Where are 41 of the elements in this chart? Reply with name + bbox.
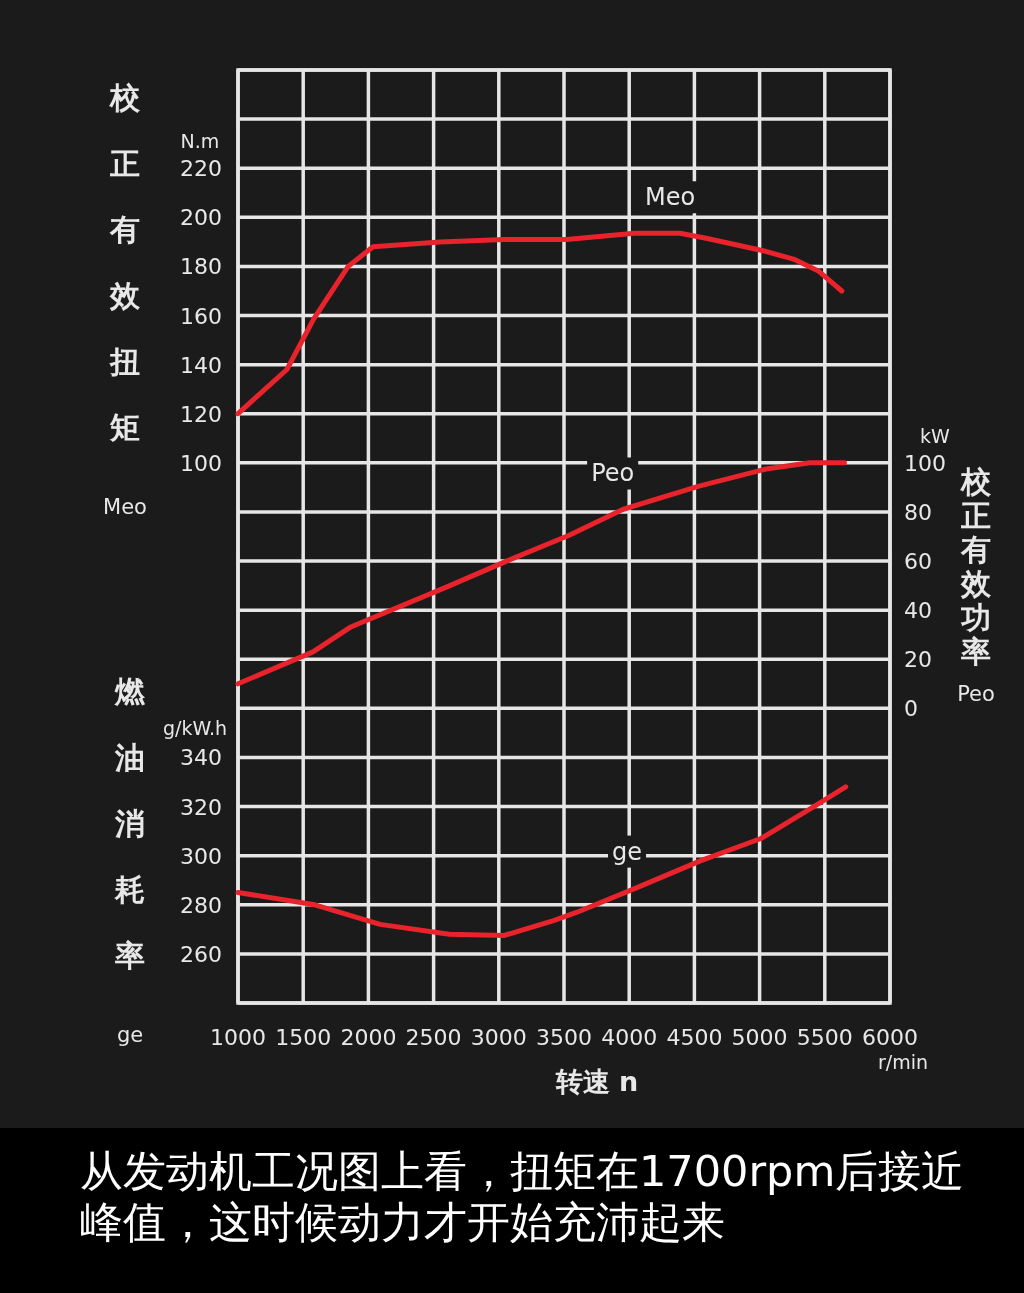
y-tick-label: 160 (180, 303, 222, 329)
x-tick-label: 4500 (666, 1025, 723, 1050)
y2-tick-label: 40 (904, 598, 932, 624)
y3-tick-label: 320 (180, 794, 222, 820)
y2-tick-label: 60 (904, 549, 932, 575)
y2-tick-label: 0 (904, 696, 918, 722)
y-tick-label: 200 (180, 205, 222, 231)
y2-tick-label: 20 (904, 647, 932, 673)
x-tick-label: 3500 (536, 1025, 592, 1050)
y-tick-label: 140 (180, 352, 222, 378)
x-tick-label: 2000 (340, 1025, 397, 1050)
y2-axis-title: 校正有效功率Peo (957, 464, 995, 707)
text: N.m (180, 130, 220, 152)
y-tick-label: 120 (180, 401, 222, 427)
x-tick-label: 2500 (405, 1025, 462, 1050)
y-tick-label: 180 (180, 254, 222, 280)
text: r/min (877, 1051, 929, 1073)
x-tick-label: 6000 (862, 1025, 918, 1050)
x-tick-label: 5500 (796, 1025, 853, 1050)
y-tick-label: 100 (180, 450, 222, 476)
y3-tick-label: 280 (180, 892, 222, 918)
x-tick-label: 1500 (275, 1025, 332, 1050)
y-tick-label: 220 (180, 156, 222, 182)
text: 燃油消耗率ge (115, 674, 145, 1047)
text: 校正有效扭矩Meo (103, 80, 147, 519)
x-tick-label: 3000 (470, 1025, 527, 1050)
text: kW (920, 425, 951, 447)
y2-tick-label: 100 (904, 450, 946, 476)
x-axis-title: 转速 n (554, 1066, 639, 1097)
series-label: Meo (644, 183, 696, 212)
y2-tick-label: 80 (904, 499, 932, 525)
y3-tick-label: 260 (180, 941, 222, 967)
x-tick-label: 5000 (731, 1025, 788, 1050)
text: g/kW.h (162, 717, 228, 739)
text: 从发动机工况图上看，扭矩在1700rpm后接近峰值，这时候动力才开始充沛起来 (0, 1128, 1024, 1293)
x-tick-label: 1000 (210, 1025, 266, 1050)
x-tick-label: 4000 (601, 1025, 658, 1050)
y3-tick-label: 300 (180, 843, 222, 869)
series-label: Peo (591, 459, 635, 488)
y3-tick-label: 340 (180, 745, 222, 771)
series-label: ge (612, 837, 643, 866)
